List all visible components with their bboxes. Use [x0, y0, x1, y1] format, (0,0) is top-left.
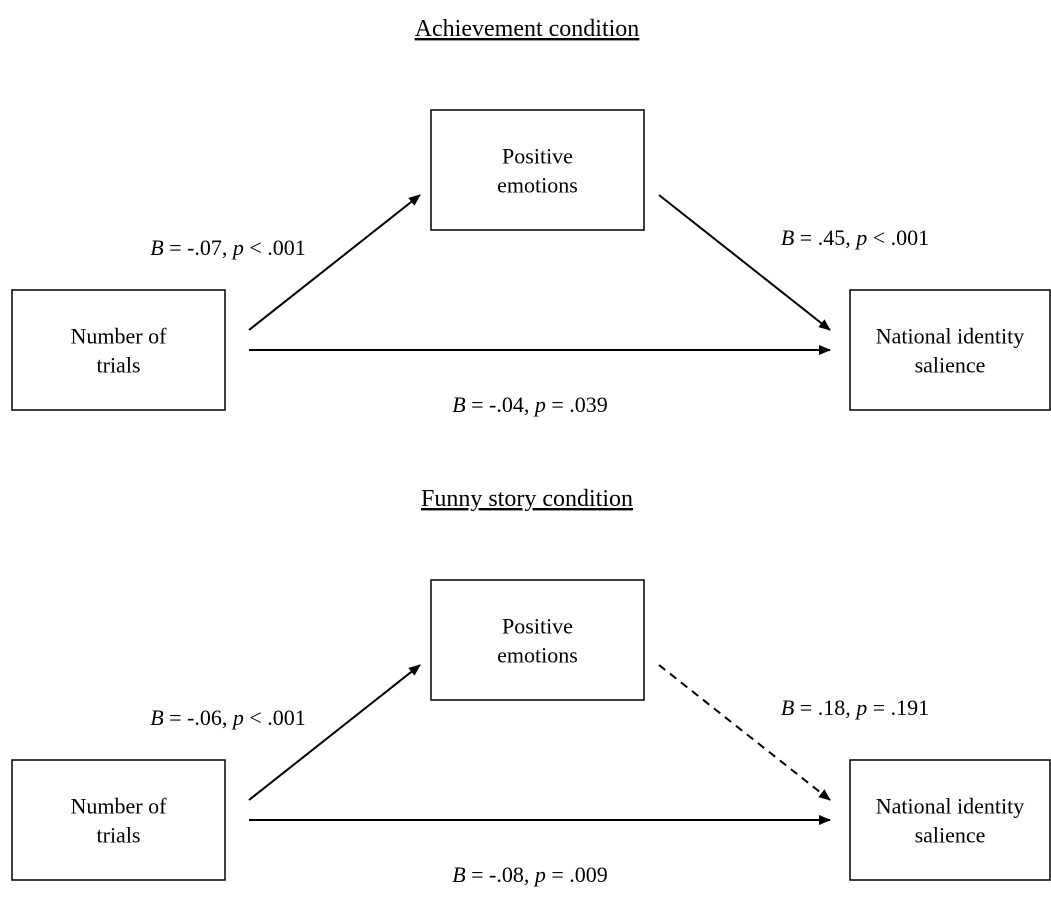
node-label: salience [915, 823, 986, 848]
edge-arrow [248, 194, 421, 331]
node-label: Number of [71, 794, 168, 819]
edge-arrow [248, 664, 421, 801]
node-label: Positive [502, 614, 573, 639]
panel-title: Funny story condition [421, 486, 633, 512]
panel-title: Achievement condition [415, 16, 640, 42]
node-label: emotions [497, 173, 578, 198]
node-box [430, 579, 645, 701]
node-box [849, 289, 1051, 411]
node-label: National identity [876, 324, 1024, 349]
panel: Achievement condition Positive emotions Num… [11, 16, 1051, 417]
edge-arrow [658, 194, 831, 331]
node-label: trials [97, 353, 141, 378]
edge-label: B = .45, p < .001 [781, 225, 929, 250]
node-box [849, 759, 1051, 881]
edge-label: B = -.08, p = .009 [452, 862, 608, 887]
node-label: Number of [71, 324, 168, 349]
node-box [11, 759, 226, 881]
edge-label: B = -.06, p < .001 [150, 705, 306, 730]
edge-arrow [658, 664, 831, 801]
node-label: emotions [497, 643, 578, 668]
node-box [430, 109, 645, 231]
node-label: salience [915, 353, 986, 378]
panel: Funny story condition Positive emotions Num… [11, 486, 1051, 887]
node-label: trials [97, 823, 141, 848]
node-label: National identity [876, 794, 1024, 819]
edge-label: B = -.07, p < .001 [150, 235, 306, 260]
edge-label: B = .18, p = .191 [781, 695, 929, 720]
node-label: Positive [502, 144, 573, 169]
edge-label: B = -.04, p = .039 [452, 392, 608, 417]
node-box [11, 289, 226, 411]
